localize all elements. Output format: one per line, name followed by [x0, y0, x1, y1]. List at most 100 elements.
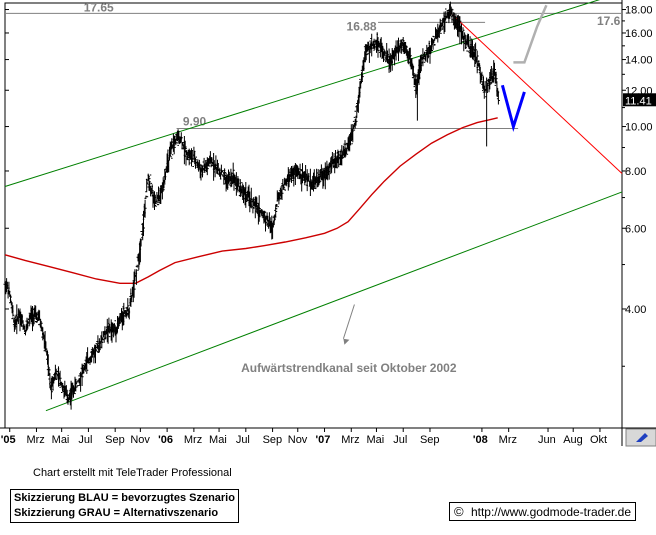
x-tick-label: Jul	[78, 434, 92, 446]
price-bars	[3, 1, 500, 410]
price-bar	[220, 170, 224, 176]
price-bar	[60, 381, 64, 388]
price-bar	[474, 42, 478, 64]
price-bar	[466, 33, 470, 52]
chart-credit: Chart erstellt mit TeleTrader Profession…	[33, 467, 232, 479]
resistance-falling	[450, 12, 623, 174]
price-bar	[227, 169, 230, 188]
zoom-icon	[636, 433, 648, 442]
price-bar	[450, 8, 454, 23]
x-tick-label: Mrz	[26, 434, 44, 446]
price-bar	[251, 200, 255, 214]
price-bar	[364, 44, 368, 61]
price-bar	[143, 199, 147, 218]
price-bar	[39, 320, 43, 330]
x-tick-label: Nov	[288, 434, 308, 446]
price-bar	[452, 12, 456, 26]
y-tick-label: 4.00	[625, 304, 646, 316]
price-bar	[440, 20, 444, 30]
price-bar	[367, 40, 371, 63]
x-tick-label: Nov	[130, 434, 150, 446]
x-tick-label: Sep	[263, 434, 283, 446]
moving-average-line	[4, 117, 498, 284]
annotation-arrowhead	[343, 338, 350, 345]
price-bar	[345, 148, 349, 155]
price-bar	[239, 182, 243, 197]
x-tick-label: Jun	[538, 434, 556, 446]
source-link[interactable]: © http://www.godmode-trader.de	[449, 502, 637, 521]
price-bar	[461, 27, 465, 40]
price-bar	[480, 71, 484, 83]
price-bar	[169, 142, 173, 159]
price-bar	[142, 210, 145, 236]
price-bar	[488, 72, 492, 90]
price-bar	[493, 62, 496, 76]
x-tick-label: Mrz	[499, 434, 517, 446]
price-bar	[360, 72, 363, 84]
scenario-legend: Skizzierung BLAU = bevorzugtes Szenario …	[10, 489, 239, 523]
scenario-grey	[513, 4, 548, 64]
channel-upper	[4, 0, 601, 187]
price-bar	[80, 363, 84, 386]
price-bar	[475, 50, 479, 74]
level-label: 16.88	[347, 19, 377, 33]
price-bar	[352, 124, 356, 132]
x-tick-label: '08	[473, 434, 488, 446]
price-bar	[205, 157, 209, 176]
price-bar	[58, 370, 62, 386]
x-tick-label: Okt	[590, 434, 607, 446]
plot-frame	[4, 2, 623, 429]
price-bar	[47, 366, 51, 376]
price-bar	[489, 69, 493, 84]
channel-annotation: Aufwärtstrendkanal seit Oktober 2002	[241, 361, 457, 375]
x-tick-label: Mrz	[184, 434, 202, 446]
price-bar	[223, 168, 227, 181]
price-bar	[360, 65, 364, 81]
right-level-label: 17.6	[597, 14, 621, 28]
copyright-symbol: ©	[454, 504, 464, 519]
x-tick-label: Jul	[236, 434, 250, 446]
price-bar	[162, 179, 166, 189]
price-bar	[148, 174, 152, 191]
price-bar	[135, 264, 139, 271]
price-bar	[444, 11, 448, 23]
x-tick-label: '05	[1, 434, 16, 446]
price-bar	[458, 16, 462, 45]
price-bar	[341, 151, 345, 159]
x-tick-label: Aug	[563, 434, 583, 446]
x-tick-label: Mai	[366, 434, 384, 446]
y-tick-label: 10.00	[625, 122, 653, 134]
channel-lower	[45, 191, 623, 412]
price-bar	[100, 331, 104, 349]
price-bar	[349, 124, 353, 145]
price-bar	[153, 191, 156, 210]
x-tick-label: Mai	[52, 434, 70, 446]
price-bar	[496, 91, 500, 105]
y-tick-label: 16.00	[625, 28, 653, 40]
price-bar	[161, 177, 165, 192]
price-bar	[170, 138, 174, 156]
current-price-label: 11.41	[625, 95, 652, 107]
price-bar	[273, 214, 277, 221]
price-bar	[150, 184, 154, 197]
price-bar	[156, 194, 160, 206]
price-bar	[408, 47, 412, 67]
y-tick-label: 6.00	[625, 223, 646, 235]
level-label: 17.65	[84, 0, 114, 14]
x-tick-label: Jul	[393, 434, 407, 446]
price-bar	[405, 49, 409, 59]
price-bar	[49, 377, 53, 400]
price-bar	[280, 189, 284, 200]
price-bar	[147, 174, 151, 191]
y-tick-label: 18.00	[625, 5, 653, 17]
price-bar	[275, 190, 279, 210]
price-bar	[274, 204, 278, 217]
price-bar	[294, 164, 298, 177]
price-bar	[9, 294, 12, 304]
price-bar	[354, 110, 358, 126]
y-tick-label: 14.00	[625, 55, 653, 67]
price-bar	[231, 162, 235, 183]
price-bar	[494, 71, 498, 86]
scenario-blue	[500, 84, 526, 132]
x-tick-label: Sep	[420, 434, 440, 446]
